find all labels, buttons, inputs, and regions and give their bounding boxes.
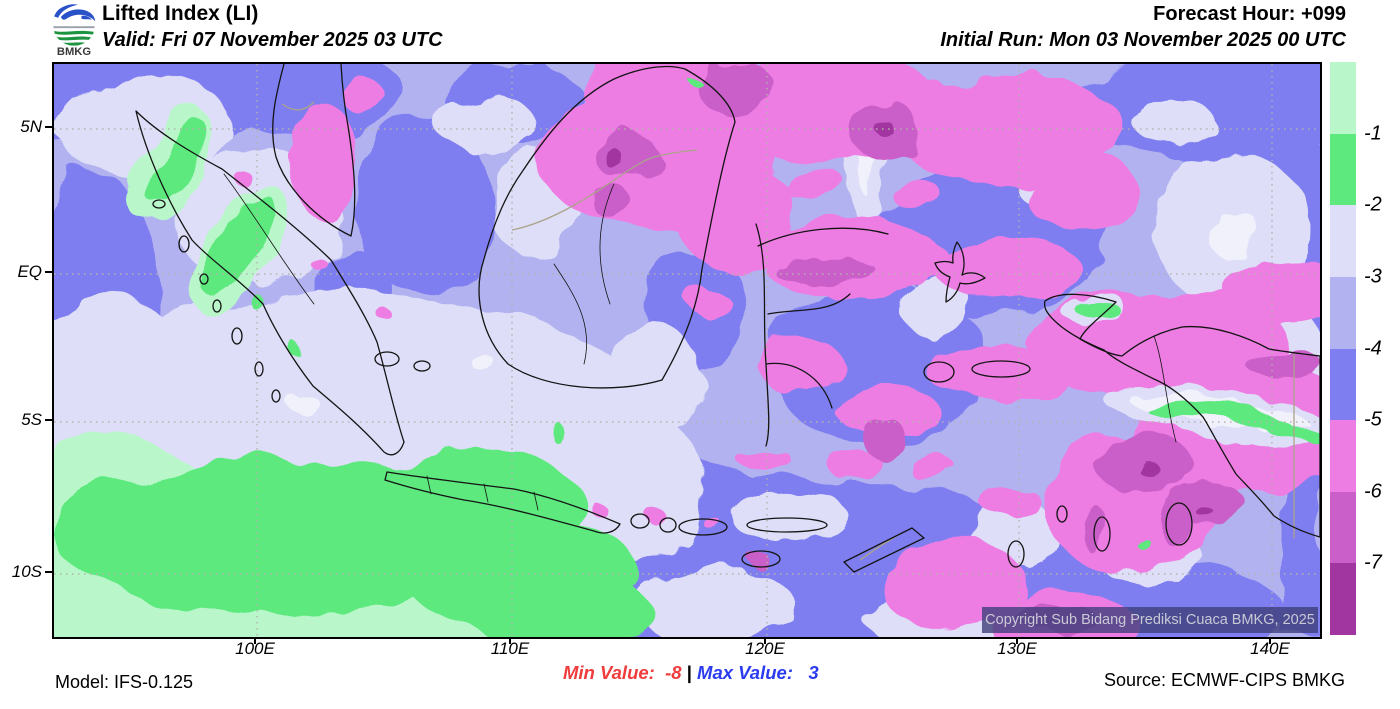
y-axis-label-eq: EQ (17, 262, 42, 281)
colorbar-tick-label: -5 (1364, 408, 1382, 431)
page-title: Lifted Index (LI) (102, 2, 259, 25)
forecast-hour-label: Forecast Hour: +099 (1153, 3, 1346, 25)
y-axis-label-5n: 5N (20, 117, 42, 136)
y-axis-tick (45, 419, 52, 421)
y-axis-label-10s: 10S (11, 562, 42, 581)
colorbar-tick-label: -3 (1364, 265, 1382, 288)
max-value-label: Max Value: (697, 662, 793, 683)
bmkg-logo-icon: BMKG (52, 2, 96, 57)
colorbar-segment (1330, 133, 1356, 206)
x-axis-label-130e: 130E (997, 639, 1037, 658)
min-value-label: Min Value: (563, 662, 655, 683)
colorbar-segment (1330, 205, 1356, 277)
x-axis-label-140e: 140E (1250, 639, 1290, 658)
source-label: Source: ECMWF-CIPS BMKG (1103, 670, 1345, 690)
colorbar-segment (1330, 62, 1356, 134)
colorbar-tick-label: -6 (1364, 480, 1382, 503)
colorbar-tick-label: -4 (1364, 337, 1382, 359)
x-axis-tick (1016, 637, 1018, 644)
colorbar-segment (1330, 348, 1356, 421)
minmax-values: Min Value: -8 | Max Value: 3 (563, 662, 819, 684)
x-axis-tick (764, 637, 766, 644)
valid-time-label: Valid: Fri 07 November 2025 03 UTC (102, 29, 443, 51)
bmkg-logo-text: BMKG (57, 46, 91, 57)
copyright-overlay: Copyright Sub Bidang Prediksi Cuaca BMKG… (982, 607, 1318, 633)
colorbar-segments (1330, 62, 1356, 635)
colorbar-ticks: -1 -2 -3 -4 -5 -6 -7 (1364, 62, 1400, 635)
colorbar-segment (1330, 563, 1356, 635)
x-axis-tick (254, 637, 256, 644)
colorbar-segment (1330, 491, 1356, 564)
x-axis-label-110e: 110E (490, 639, 530, 658)
x-axis-tick (509, 637, 511, 644)
colorbar-tick-label: -2 (1364, 193, 1382, 216)
model-label: Model: IFS-0.125 (55, 672, 194, 692)
li-map-panel (52, 62, 1322, 639)
minmax-divider: | (681, 662, 698, 683)
x-axis-tick (1269, 637, 1271, 644)
x-axis-label-100e: 100E (235, 639, 275, 658)
x-axis-label-120e: 120E (745, 639, 785, 658)
colorbar-segment (1330, 276, 1356, 349)
min-value: -8 (665, 662, 682, 683)
max-value: 3 (808, 662, 819, 683)
colorbar-tick-label: -1 (1364, 122, 1382, 145)
y-axis-tick (45, 571, 52, 573)
y-axis-tick (45, 126, 52, 128)
li-contour-map (54, 64, 1320, 637)
y-axis-label-5s: 5S (21, 410, 42, 429)
initial-run-label: Initial Run: Mon 03 November 2025 00 UTC (940, 29, 1346, 51)
colorbar-tick-label: -7 (1364, 551, 1382, 574)
y-axis-tick (45, 271, 52, 273)
colorbar-segment (1330, 420, 1356, 492)
